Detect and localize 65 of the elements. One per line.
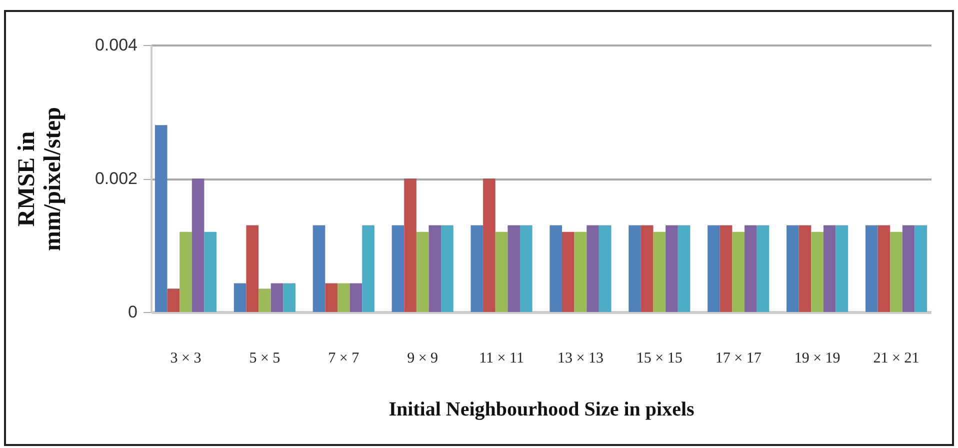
bar [914, 225, 928, 312]
bar [167, 288, 180, 312]
x-tick-label: 3 × 3 [170, 350, 202, 366]
bar [811, 232, 824, 312]
y-tick-label: 0 [128, 302, 138, 322]
bar [204, 232, 217, 312]
bar [678, 225, 690, 312]
bar [732, 232, 745, 312]
bar [836, 225, 848, 312]
bar [441, 225, 454, 312]
bar [756, 225, 770, 312]
bar [392, 225, 404, 312]
bar [350, 283, 362, 312]
x-axis-title: Initial Neighbourhood Size in pixels [388, 398, 695, 420]
bar [520, 225, 532, 312]
bar [640, 225, 654, 312]
bar [550, 225, 562, 312]
x-tick-label: 9 × 9 [407, 350, 438, 366]
bar [586, 225, 599, 312]
bar [283, 283, 296, 312]
bar [574, 232, 587, 312]
bar [470, 225, 484, 312]
bar [325, 283, 338, 312]
bar [508, 225, 520, 312]
y-tick-label: 0.004 [94, 36, 138, 54]
bar [720, 225, 732, 312]
bar [823, 225, 836, 312]
bar [902, 225, 915, 312]
bar [798, 225, 812, 312]
bar [180, 232, 192, 312]
bar [416, 232, 429, 312]
bar [708, 225, 720, 312]
bar [404, 178, 416, 312]
x-tick-label: 5 × 5 [249, 350, 280, 366]
x-tick-label: 21 × 21 [873, 350, 920, 366]
bar [653, 232, 666, 312]
bar [362, 225, 374, 312]
x-tick-label: 15 × 15 [636, 350, 682, 366]
bar [258, 288, 271, 312]
bar [270, 283, 284, 312]
x-tick-label: 7 × 7 [328, 350, 360, 366]
x-tick-label: 17 × 17 [715, 350, 762, 366]
bar [666, 225, 678, 312]
bar [483, 178, 496, 312]
bar [744, 225, 757, 312]
bar [192, 178, 204, 312]
y-axis-title: RMSE in mm/pixel/step [14, 107, 66, 251]
bar [562, 232, 574, 312]
bar [234, 283, 246, 312]
bar [878, 225, 890, 312]
bar [154, 125, 168, 312]
bar [598, 225, 612, 312]
x-tick-label: 13 × 13 [557, 350, 604, 366]
bar [337, 283, 350, 312]
bar [890, 232, 902, 312]
bar [246, 225, 259, 312]
bar [865, 225, 878, 312]
bar [428, 225, 442, 312]
x-tick-label: 11 × 11 [479, 350, 524, 366]
y-tick-label: 0.002 [94, 169, 138, 188]
bar [628, 225, 641, 312]
bar [312, 225, 326, 312]
bar [495, 232, 508, 312]
x-tick-label: 19 × 19 [794, 350, 840, 366]
bar [786, 225, 799, 312]
